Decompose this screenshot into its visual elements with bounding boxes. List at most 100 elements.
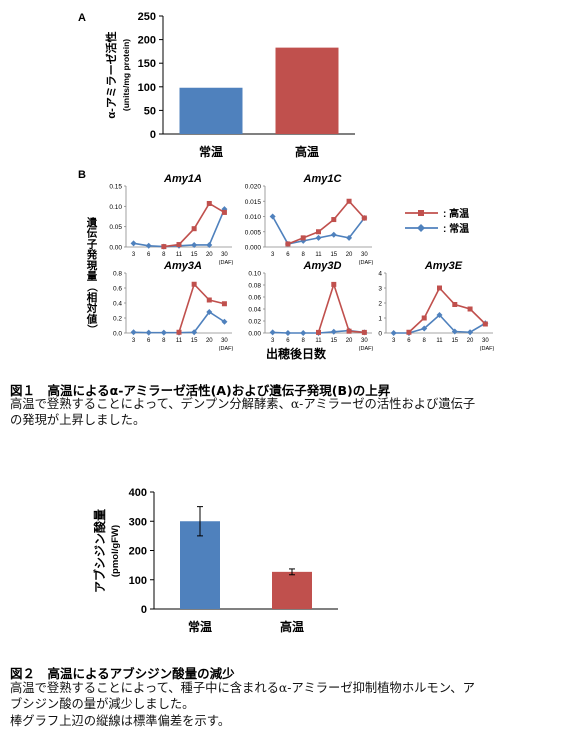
- amy1c-point-high: [285, 241, 291, 247]
- amy3d-point-high: [316, 329, 321, 335]
- amy3e-y-tick-label: 4: [378, 271, 382, 278]
- amy3d-x-tick-label: 20: [346, 338, 353, 344]
- amy3a-x-tick-label: 8: [162, 338, 166, 344]
- a-y-axis-label: α-アミラーゼ活性: [104, 31, 118, 118]
- amy3e-x-unit: (DAF): [480, 346, 495, 352]
- amy3e-x-tick-label: 6: [407, 338, 411, 344]
- amy3a-x-tick-label: 11: [176, 338, 183, 344]
- amy3e-point-high: [421, 315, 427, 321]
- fig2-y-tick-label: 100: [129, 575, 147, 587]
- amy3d-point-normal: [330, 328, 337, 335]
- amy3e-x-tick-label: 30: [482, 338, 489, 344]
- legend-label: : 常温: [443, 222, 469, 235]
- amy1a-line-normal: [133, 208, 226, 248]
- amy3a-line-high: [178, 282, 225, 333]
- amy3a-y-tick-label: 0.0: [113, 331, 122, 338]
- amy1c-x-tick-label: 11: [315, 252, 322, 258]
- amy3d-y-tick-label: 0.04: [248, 307, 261, 314]
- amy1a-point-normal: [206, 241, 213, 248]
- amy3d-title: Amy3D: [303, 260, 342, 272]
- amy3a-point-high: [191, 281, 197, 287]
- b-y-axis-label: （: [85, 281, 98, 292]
- amy3a-point-normal: [221, 318, 228, 325]
- amy3e-y-tick-label: 0: [378, 331, 382, 338]
- amy3a-point-normal: [145, 329, 152, 336]
- amy3a-x-tick-label: 15: [191, 338, 198, 344]
- amy3a-point-high: [176, 329, 182, 335]
- amy3d-y-tick-label: 0.10: [248, 271, 261, 278]
- amy3d-point-high: [331, 281, 337, 287]
- amy1a-y-tick-label: 0.15: [109, 184, 122, 191]
- b-y-axis-label: 遺: [86, 216, 98, 229]
- amy1a-y-tick-label: 0.00: [109, 245, 122, 252]
- amy3e-point-high: [452, 302, 458, 307]
- amy3e-x-tick-label: 11: [436, 338, 443, 344]
- amy3d-point-normal: [284, 330, 291, 336]
- amy1c-y-tick-label: 0.010: [245, 214, 262, 221]
- amy1a-point-high: [176, 242, 182, 248]
- amy3e-point-high: [467, 306, 473, 312]
- amy1a-point-high: [206, 200, 212, 206]
- amy3e-y-tick-label: 3: [378, 286, 382, 293]
- amy3a-x-tick-label: 30: [221, 338, 228, 344]
- amy1c-point-high: [316, 229, 321, 235]
- fig2-y-tick-label: 300: [129, 516, 147, 528]
- amy3a-point-high: [206, 297, 212, 303]
- b-y-axis-label: 相: [87, 291, 98, 304]
- b-y-axis-label: 現: [87, 260, 98, 272]
- a-category-label: 常温: [199, 144, 223, 159]
- a-bar: [179, 87, 243, 134]
- amy3d-x-tick-label: 3: [271, 338, 275, 344]
- amy3a-x-unit: (DAF): [219, 346, 234, 352]
- amy1c-x-tick-label: 15: [330, 252, 337, 258]
- amy1a-x-tick-label: 30: [221, 252, 228, 258]
- amy3d-x-tick-label: 15: [330, 338, 337, 344]
- amy3d-y-tick-label: 0.08: [248, 283, 261, 290]
- amy1c-line-high: [287, 200, 365, 245]
- amy3a-point-normal: [160, 329, 167, 336]
- amy1c-point-high: [346, 198, 352, 204]
- amy1c-x-tick-label: 30: [361, 252, 368, 258]
- amy1c-y-tick-label: 0.000: [245, 245, 262, 252]
- legend-marker: [418, 210, 424, 216]
- amy1c-x-tick-label: 3: [271, 252, 275, 258]
- amy3a-line-normal: [133, 310, 225, 334]
- fig2-y-tick-label: 200: [129, 546, 147, 558]
- amy3a-y-tick-label: 0.8: [113, 271, 122, 278]
- amy3e-line-high: [408, 286, 486, 333]
- amy3d-x-unit: (DAF): [359, 346, 374, 352]
- amy3a-y-tick-label: 0.4: [113, 301, 122, 308]
- amy1a-x-tick-label: 11: [176, 252, 183, 258]
- a-y-tick-label: 100: [138, 82, 156, 94]
- amy3e-y-tick-label: 1: [378, 316, 382, 323]
- amy1a-line-high: [163, 202, 225, 248]
- amy3e-title: Amy3E: [424, 260, 463, 272]
- amy3d-point-high: [346, 328, 352, 334]
- amy3e-y-tick-label: 2: [378, 301, 382, 308]
- amy3e-point-high: [406, 329, 412, 335]
- b-y-axis-label: 伝: [87, 227, 98, 240]
- amy3a-point-normal: [130, 329, 137, 336]
- amy3d-x-tick-label: 6: [286, 338, 290, 344]
- b-y-axis-label: 子: [87, 238, 98, 250]
- amy3a-y-tick-label: 0.2: [113, 316, 122, 323]
- a-y-tick-label: 50: [144, 105, 156, 117]
- fig2-category-label: 高温: [280, 619, 304, 634]
- amy1c-point-normal: [346, 234, 353, 241]
- amy1c-point-high: [331, 217, 337, 223]
- amy1a-x-unit: (DAF): [219, 260, 234, 266]
- amy3a-x-tick-label: 20: [206, 338, 213, 344]
- b-y-axis-label: 対: [86, 302, 98, 315]
- amy3d-line-high: [317, 281, 365, 334]
- amy3a-point-high: [221, 301, 227, 307]
- amy1c-x-tick-label: 8: [302, 252, 306, 258]
- figure2-caption-title: 図２ 高温によるアブシジン酸量の減少: [10, 666, 235, 681]
- amy3e-point-normal: [421, 325, 428, 332]
- amy3d-point-normal: [300, 330, 307, 336]
- amy1a-x-tick-label: 20: [206, 252, 213, 258]
- amy3e-x-tick-label: 8: [423, 338, 427, 344]
- amy3e-point-normal: [451, 328, 458, 335]
- a-y-tick-label: 250: [138, 11, 156, 23]
- b-y-axis-label: 量: [87, 270, 98, 283]
